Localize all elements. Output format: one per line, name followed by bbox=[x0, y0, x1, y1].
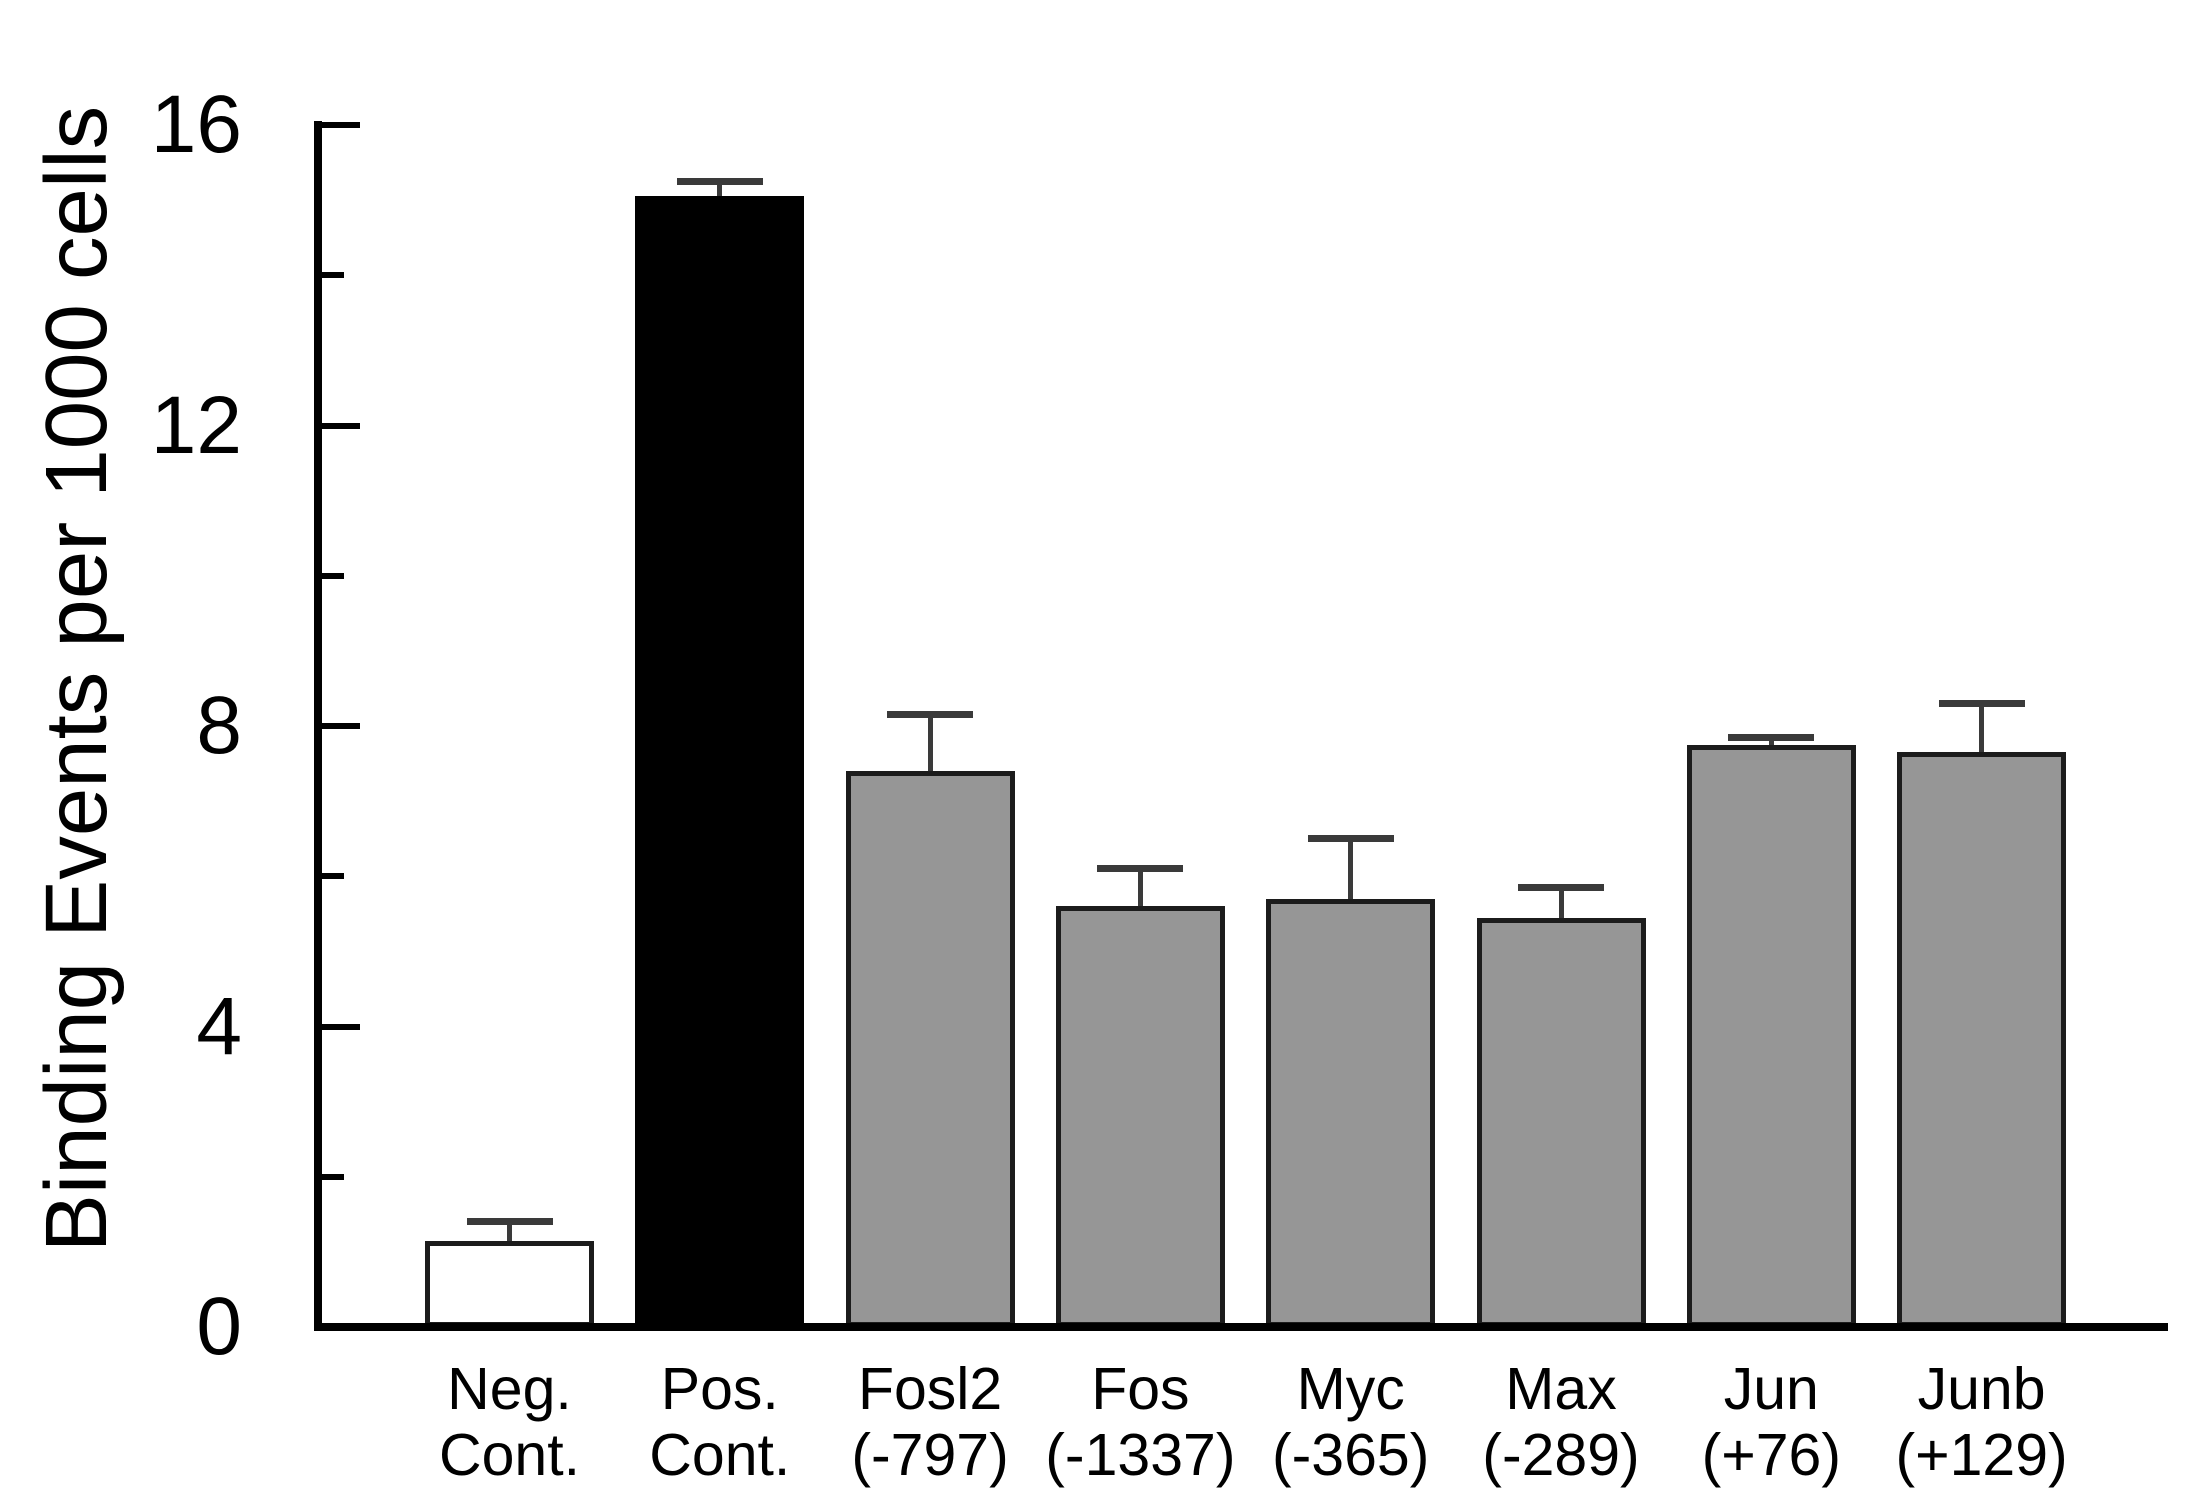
x-label-line1-fosl2: Fosl2 bbox=[857, 1356, 1003, 1422]
error-bar-fosl2 bbox=[927, 714, 933, 774]
y-tick-label-8: 8 bbox=[196, 680, 242, 771]
error-bar-fos bbox=[1137, 868, 1143, 909]
y-minor-tick-14 bbox=[322, 272, 344, 279]
x-label-line1-fos: Fos bbox=[1091, 1356, 1190, 1422]
x-label-myc: Myc (-365) bbox=[1231, 1356, 1471, 1488]
bar-fos bbox=[1055, 906, 1225, 1327]
error-bar-neg bbox=[507, 1221, 512, 1243]
y-minor-tick-6 bbox=[322, 873, 344, 880]
x-label-line2-jun: (+76) bbox=[1701, 1422, 1841, 1488]
error-cap-junb bbox=[1938, 699, 2025, 707]
y-major-tick-16 bbox=[322, 122, 360, 128]
x-axis-line bbox=[314, 1323, 2168, 1331]
x-label-line2-fos: (-1337) bbox=[1045, 1422, 1236, 1488]
x-label-fosl2: Fosl2 (-797) bbox=[810, 1356, 1050, 1488]
x-label-line1-junb: Junb bbox=[1917, 1356, 2046, 1422]
x-label-pos: Pos. Cont. bbox=[600, 1356, 840, 1488]
x-label-junb: Junb (+129) bbox=[1862, 1356, 2102, 1488]
bar-max bbox=[1476, 917, 1646, 1327]
bar-myc bbox=[1266, 898, 1436, 1327]
x-label-fos: Fos (-1337) bbox=[1020, 1356, 1260, 1488]
error-bar-jun bbox=[1768, 737, 1774, 747]
x-label-line1-pos: Pos. bbox=[660, 1356, 779, 1422]
error-cap-myc bbox=[1307, 835, 1394, 843]
y-minor-tick-2 bbox=[322, 1173, 344, 1180]
bar-pos bbox=[635, 196, 805, 1327]
y-major-tick-8 bbox=[322, 723, 360, 729]
error-cap-max bbox=[1518, 884, 1604, 892]
x-label-jun: Jun (+76) bbox=[1651, 1356, 1891, 1488]
x-label-line1-neg: Neg. bbox=[447, 1356, 572, 1422]
y-tick-label-12: 12 bbox=[150, 379, 242, 471]
bar-junb bbox=[1897, 752, 2067, 1327]
bar-jun bbox=[1686, 744, 1856, 1327]
y-minor-tick-10 bbox=[322, 572, 344, 579]
x-label-line1-max: Max bbox=[1505, 1356, 1617, 1422]
x-label-line2-max: (-289) bbox=[1482, 1422, 1640, 1488]
bar-fosl2 bbox=[845, 771, 1015, 1327]
y-tick-label-16: 16 bbox=[150, 79, 242, 170]
y-axis-line bbox=[314, 121, 322, 1331]
error-bar-pos bbox=[717, 181, 723, 199]
bar-neg bbox=[425, 1240, 594, 1327]
error-bar-max bbox=[1558, 887, 1564, 920]
x-label-max: Max (-289) bbox=[1441, 1356, 1681, 1488]
x-label-line2-pos: Cont. bbox=[649, 1422, 791, 1488]
error-bar-junb bbox=[1979, 703, 1985, 755]
y-major-tick-12 bbox=[322, 422, 360, 429]
x-label-line2-myc: (-365) bbox=[1271, 1422, 1430, 1488]
error-cap-fos bbox=[1097, 865, 1184, 873]
error-cap-pos bbox=[676, 177, 763, 185]
error-cap-neg bbox=[466, 1218, 553, 1226]
y-tick-label-4: 4 bbox=[196, 980, 242, 1072]
y-major-tick-4 bbox=[322, 1023, 360, 1030]
x-label-line2-junb: (+129) bbox=[1895, 1422, 2068, 1488]
x-label-neg: Neg. Cont. bbox=[390, 1356, 630, 1488]
x-label-line1-jun: Jun bbox=[1723, 1356, 1819, 1422]
y-tick-label-0: 0 bbox=[196, 1281, 242, 1372]
x-label-line1-myc: Myc bbox=[1296, 1356, 1405, 1422]
x-label-line2-fosl2: (-797) bbox=[851, 1422, 1009, 1488]
error-bar-myc bbox=[1348, 838, 1354, 901]
error-cap-jun bbox=[1728, 733, 1815, 741]
error-cap-fosl2 bbox=[887, 711, 974, 719]
x-label-line2-neg: Cont. bbox=[438, 1422, 581, 1488]
